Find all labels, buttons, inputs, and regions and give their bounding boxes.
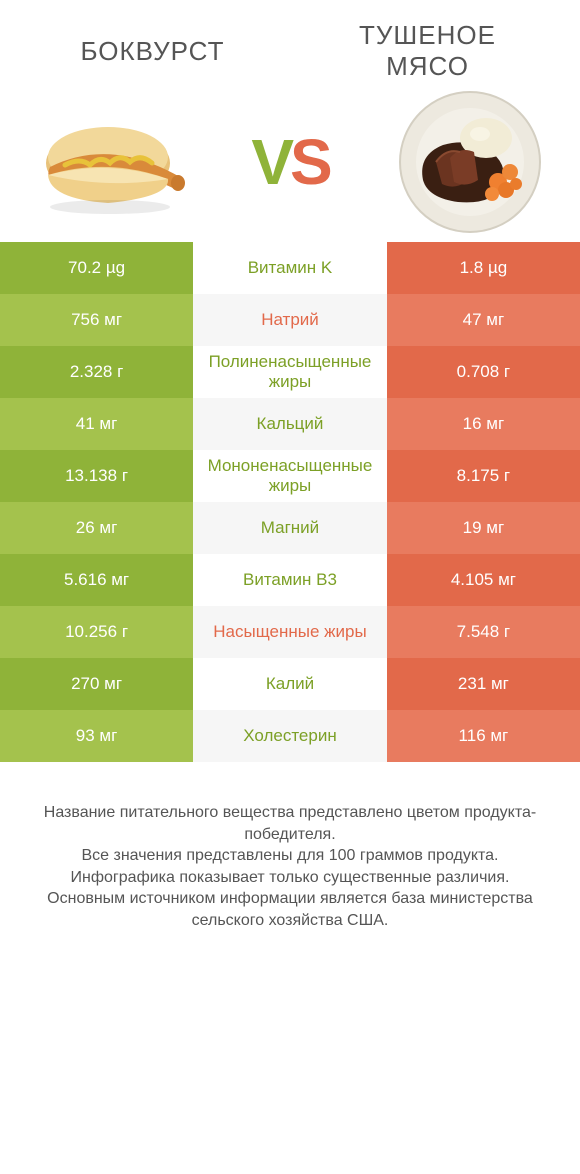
- value-left: 70.2 µg: [0, 242, 193, 294]
- title-left: БОКВУРСТ: [40, 36, 265, 67]
- value-left: 5.616 мг: [0, 554, 193, 606]
- value-right: 231 мг: [387, 658, 580, 710]
- table-row: 70.2 µgВитамин K1.8 µg: [0, 242, 580, 294]
- vs-s: S: [290, 126, 329, 198]
- value-right: 16 мг: [387, 398, 580, 450]
- table-row: 270 мгКалий231 мг: [0, 658, 580, 710]
- value-left: 41 мг: [0, 398, 193, 450]
- value-left: 13.138 г: [0, 450, 193, 502]
- nutrient-label: Холестерин: [193, 710, 387, 762]
- value-left: 2.328 г: [0, 346, 193, 398]
- nutrient-label: Натрий: [193, 294, 387, 346]
- table-row: 2.328 гПолиненасыщенные жиры0.708 г: [0, 346, 580, 398]
- nutrient-label: Кальций: [193, 398, 387, 450]
- food-image-right: [390, 102, 550, 222]
- vs-v: V: [251, 126, 290, 198]
- value-right: 4.105 мг: [387, 554, 580, 606]
- value-left: 93 мг: [0, 710, 193, 762]
- value-left: 270 мг: [0, 658, 193, 710]
- vs-label: VS: [251, 125, 328, 199]
- header: БОКВУРСТ ТУШЕНОЕ МЯСО: [0, 0, 580, 92]
- footer-line: Все значения представлены для 100 граммо…: [30, 845, 550, 867]
- value-left: 26 мг: [0, 502, 193, 554]
- nutrient-label: Мононенасыщенные жиры: [193, 450, 387, 502]
- value-right: 7.548 г: [387, 606, 580, 658]
- nutrient-label: Витамин B3: [193, 554, 387, 606]
- food-image-left: [30, 102, 190, 222]
- nutrient-label: Калий: [193, 658, 387, 710]
- title-right: ТУШЕНОЕ МЯСО: [315, 20, 540, 82]
- value-left: 10.256 г: [0, 606, 193, 658]
- table-row: 26 мгМагний19 мг: [0, 502, 580, 554]
- nutrient-label: Магний: [193, 502, 387, 554]
- table-row: 5.616 мгВитамин B34.105 мг: [0, 554, 580, 606]
- value-right: 47 мг: [387, 294, 580, 346]
- nutrient-label: Витамин K: [193, 242, 387, 294]
- value-right: 8.175 г: [387, 450, 580, 502]
- value-right: 19 мг: [387, 502, 580, 554]
- images-row: VS: [0, 92, 580, 242]
- footer-line: Основным источником информации является …: [30, 888, 550, 931]
- nutrient-label: Насыщенные жиры: [193, 606, 387, 658]
- value-right: 116 мг: [387, 710, 580, 762]
- table-row: 41 мгКальций16 мг: [0, 398, 580, 450]
- comparison-table: 70.2 µgВитамин K1.8 µg756 мгНатрий47 мг2…: [0, 242, 580, 762]
- nutrient-label: Полиненасыщенные жиры: [193, 346, 387, 398]
- value-right: 0.708 г: [387, 346, 580, 398]
- table-row: 13.138 гМононенасыщенные жиры8.175 г: [0, 450, 580, 502]
- footer-notes: Название питательного вещества представл…: [0, 762, 580, 952]
- value-left: 756 мг: [0, 294, 193, 346]
- table-row: 93 мгХолестерин116 мг: [0, 710, 580, 762]
- footer-line: Название питательного вещества представл…: [30, 802, 550, 845]
- value-right: 1.8 µg: [387, 242, 580, 294]
- footer-line: Инфографика показывает только существенн…: [30, 867, 550, 889]
- table-row: 10.256 гНасыщенные жиры7.548 г: [0, 606, 580, 658]
- table-row: 756 мгНатрий47 мг: [0, 294, 580, 346]
